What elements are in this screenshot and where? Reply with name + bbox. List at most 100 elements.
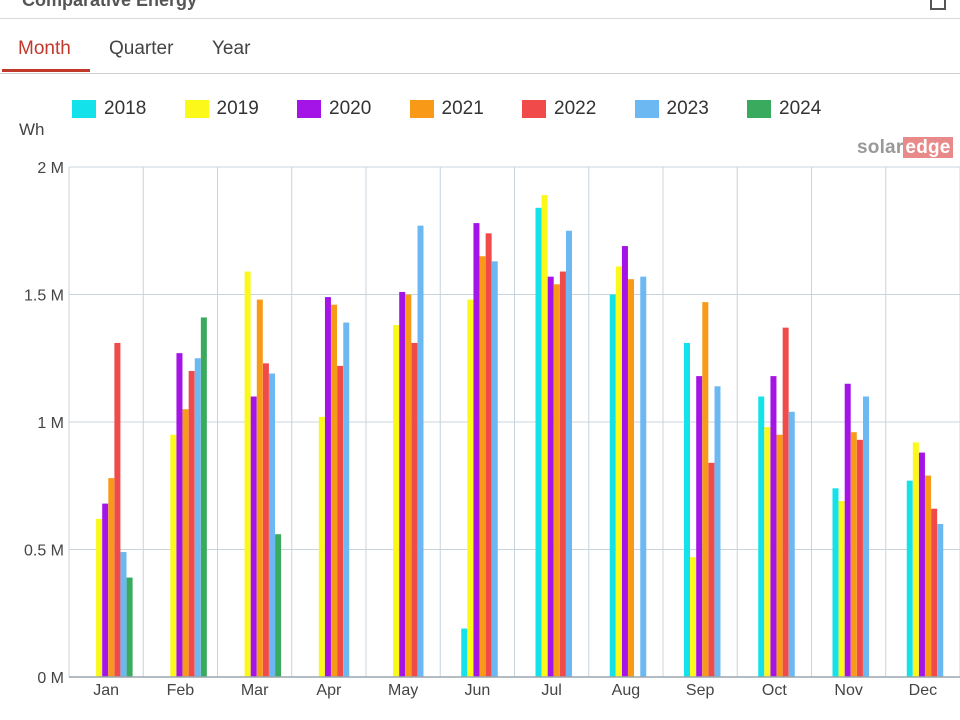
bar-feb-2022: [188, 371, 195, 677]
bar-jan-2023: [120, 552, 127, 677]
legend-item-2021[interactable]: 2021: [409, 98, 484, 120]
bar-dec-2023: [937, 524, 944, 677]
bar-nov-2018: [832, 488, 839, 677]
tab-bar: Month Quarter Year: [0, 18, 960, 74]
x-tick-label-sep: Sep: [686, 682, 715, 699]
bar-jan-2019: [96, 518, 103, 677]
bar-mar-2023: [269, 373, 275, 677]
bar-feb-2019: [170, 434, 177, 677]
bar-dec-2021: [925, 475, 932, 677]
legend-label: 2019: [216, 98, 259, 119]
legend-item-2020[interactable]: 2020: [297, 98, 371, 120]
bar-may-2023: [417, 225, 424, 677]
bar-jul-2021: [553, 284, 560, 677]
legend-swatch: [634, 100, 659, 118]
legend-label: 2024: [779, 98, 822, 119]
bar-mar-2022: [262, 363, 269, 677]
x-tick-label-jul: Jul: [541, 682, 561, 699]
bar-feb-2024: [200, 317, 207, 677]
bar-dec-2019: [912, 442, 919, 677]
bar-may-2020: [399, 291, 406, 677]
x-tick-label-apr: Apr: [316, 682, 342, 699]
tab-quarter[interactable]: Quarter: [109, 38, 174, 59]
y-tick-label: 0.5 M: [24, 543, 64, 560]
tab-month[interactable]: Month: [18, 38, 71, 59]
y-tick-label: 1 M: [37, 415, 64, 432]
x-tick-label-nov: Nov: [834, 682, 862, 699]
bar-sep-2023: [714, 386, 721, 677]
bar-apr-2020: [324, 297, 331, 677]
x-tick-label-jan: Jan: [93, 682, 119, 699]
x-tick-label-mar: Mar: [241, 682, 269, 699]
legend-item-2022[interactable]: 2022: [522, 98, 596, 120]
bar-oct-2018: [758, 396, 765, 677]
legend-swatch: [522, 100, 546, 118]
bar-oct-2020: [770, 376, 777, 677]
bar-sep-2020: [696, 376, 703, 677]
y-tick-label: 1.5 M: [24, 288, 64, 305]
legend-label: 2021: [441, 98, 484, 119]
top-strip: Comparative Energy: [0, 0, 960, 19]
x-tick-label-feb: Feb: [167, 682, 195, 699]
bar-jun-2018: [461, 628, 468, 677]
x-tick-label-aug: Aug: [612, 682, 640, 699]
bar-oct-2019: [764, 427, 771, 677]
bar-aug-2021: [628, 279, 635, 677]
y-tick-label: 2 M: [37, 160, 64, 177]
bar-nov-2021: [850, 432, 857, 677]
bar-nov-2023: [863, 396, 869, 677]
y-axis-unit-label: Wh: [19, 120, 45, 139]
bar-jul-2020: [547, 276, 554, 677]
legend-item-2024[interactable]: 2024: [747, 98, 821, 120]
legend-item-2018[interactable]: 2018: [72, 98, 146, 120]
bar-may-2019: [393, 325, 400, 677]
bar-jan-2021: [108, 478, 115, 677]
legend-item-2023[interactable]: 2023: [634, 98, 709, 120]
active-tab-indicator: [2, 69, 90, 72]
legend-swatch: [72, 100, 96, 118]
legend-label: 2018: [104, 98, 147, 119]
bar-may-2022: [411, 342, 418, 677]
bar-jun-2020: [473, 223, 480, 677]
bar-jul-2018: [535, 207, 542, 678]
bar-nov-2020: [844, 383, 851, 677]
bar-aug-2020: [621, 246, 628, 678]
bar-jul-2023: [566, 230, 572, 677]
tab-year[interactable]: Year: [212, 38, 251, 59]
legend-swatch: [184, 100, 209, 118]
legend-swatch: [297, 100, 321, 118]
bar-dec-2022: [931, 508, 938, 677]
bar-feb-2021: [182, 409, 189, 677]
bar-feb-2020: [176, 353, 183, 677]
x-tick-label-oct: Oct: [762, 682, 787, 699]
bar-jan-2020: [102, 503, 109, 677]
bar-apr-2019: [318, 416, 325, 677]
bar-jun-2023: [491, 261, 498, 677]
x-tick-label-may: May: [388, 682, 418, 699]
bar-may-2021: [405, 294, 412, 677]
legend-item-2019[interactable]: 2019: [184, 98, 259, 120]
widget-title: Comparative Energy: [22, 0, 198, 10]
brand-logo-text-2: edge: [903, 137, 953, 158]
legend-label: 2023: [666, 98, 709, 119]
bar-nov-2019: [838, 501, 845, 677]
bar-jul-2022: [559, 271, 566, 677]
bar-nov-2022: [856, 439, 863, 677]
bar-jun-2019: [467, 299, 474, 677]
bar-jan-2022: [114, 342, 121, 677]
bar-feb-2023: [194, 358, 201, 677]
bar-sep-2021: [702, 302, 709, 677]
bar-aug-2019: [615, 266, 622, 677]
export-icon[interactable]: [930, 0, 946, 10]
bar-aug-2023: [640, 276, 647, 677]
legend-label: 2020: [329, 98, 372, 119]
bar-mar-2021: [256, 299, 263, 677]
bar-sep-2019: [690, 557, 697, 677]
legend-swatch: [409, 100, 434, 118]
bar-mar-2024: [275, 534, 282, 677]
bar-dec-2020: [918, 452, 925, 677]
bar-jun-2021: [479, 256, 486, 677]
brand-logo-text-1: solar: [857, 137, 904, 158]
bar-sep-2018: [684, 342, 690, 677]
